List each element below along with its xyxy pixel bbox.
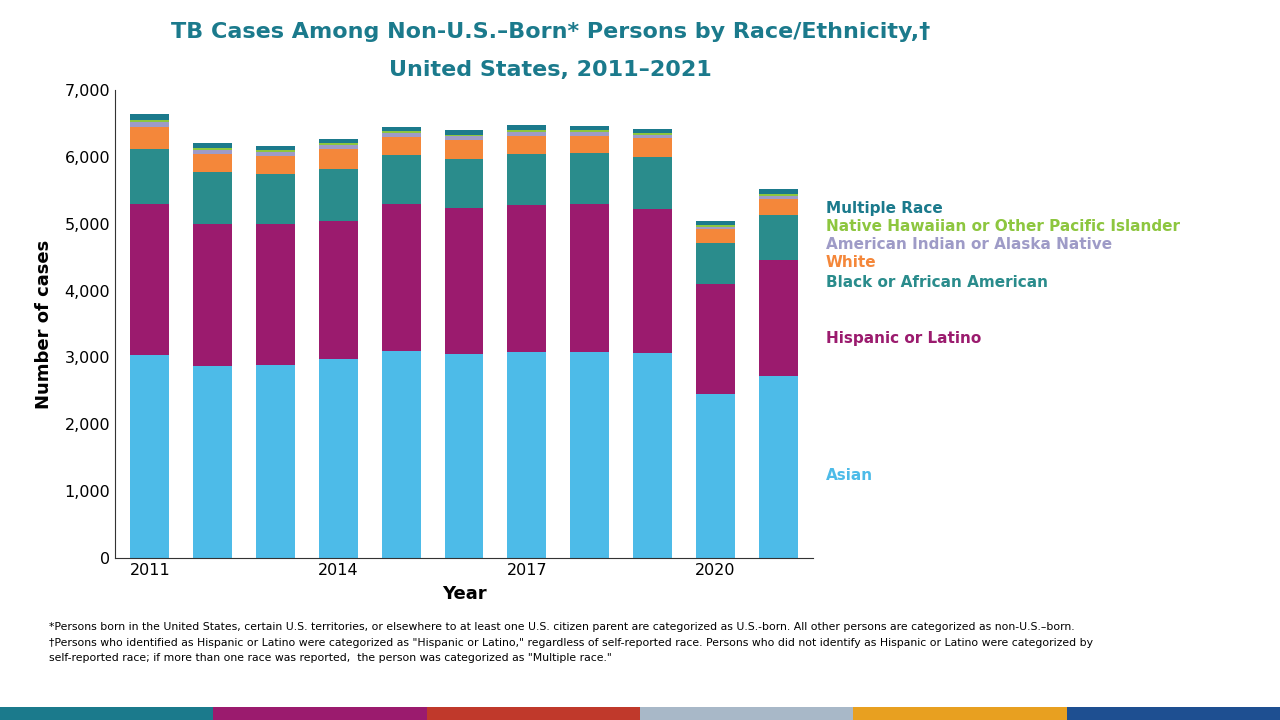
Text: White: White bbox=[826, 256, 877, 270]
Bar bbox=[634, 129, 672, 133]
Bar bbox=[193, 153, 232, 172]
Bar bbox=[634, 157, 672, 209]
Bar bbox=[131, 204, 169, 356]
Bar bbox=[319, 168, 358, 221]
Bar bbox=[696, 284, 735, 395]
Bar bbox=[193, 366, 232, 558]
Bar bbox=[256, 225, 294, 366]
Bar bbox=[444, 354, 484, 558]
Bar bbox=[759, 376, 797, 558]
Text: Asian: Asian bbox=[826, 468, 873, 482]
Bar bbox=[381, 132, 421, 133]
Bar bbox=[381, 137, 421, 155]
Bar bbox=[193, 172, 232, 225]
Bar bbox=[319, 139, 358, 143]
Bar bbox=[696, 225, 735, 227]
Bar bbox=[444, 137, 484, 140]
Bar bbox=[131, 114, 169, 120]
Bar bbox=[319, 143, 358, 145]
Bar bbox=[256, 156, 294, 174]
Bar bbox=[193, 148, 232, 150]
Bar bbox=[696, 230, 735, 243]
Bar bbox=[634, 209, 672, 354]
Bar bbox=[507, 154, 547, 205]
Bar bbox=[193, 143, 232, 148]
Text: Hispanic or Latino: Hispanic or Latino bbox=[826, 331, 980, 346]
Bar bbox=[131, 149, 169, 204]
Text: self-reported race; if more than one race was reported,  the person was categori: self-reported race; if more than one rac… bbox=[49, 653, 612, 663]
Bar bbox=[131, 122, 169, 127]
Bar bbox=[319, 359, 358, 558]
Bar bbox=[444, 130, 484, 135]
Bar bbox=[256, 150, 294, 152]
Bar bbox=[507, 136, 547, 154]
Y-axis label: Number of cases: Number of cases bbox=[36, 239, 54, 409]
Bar bbox=[193, 225, 232, 366]
Bar bbox=[507, 132, 547, 136]
Bar bbox=[319, 149, 358, 168]
Bar bbox=[256, 174, 294, 225]
Bar bbox=[507, 205, 547, 352]
Bar bbox=[444, 158, 484, 208]
Bar bbox=[634, 354, 672, 558]
Bar bbox=[131, 127, 169, 149]
Text: United States, 2011–2021: United States, 2011–2021 bbox=[389, 60, 712, 81]
Bar bbox=[696, 227, 735, 230]
Bar bbox=[381, 351, 421, 558]
Text: TB Cases Among Non-U.S.–Born* Persons by Race/Ethnicity,†: TB Cases Among Non-U.S.–Born* Persons by… bbox=[170, 22, 931, 42]
Bar bbox=[381, 155, 421, 204]
Bar bbox=[381, 204, 421, 351]
Bar bbox=[507, 125, 547, 130]
Bar bbox=[696, 243, 735, 284]
Bar bbox=[381, 127, 421, 132]
Bar bbox=[381, 133, 421, 137]
Bar bbox=[570, 130, 609, 132]
Bar bbox=[759, 261, 797, 376]
Bar bbox=[570, 153, 609, 204]
Bar bbox=[193, 150, 232, 153]
Bar bbox=[759, 189, 797, 194]
Bar bbox=[570, 132, 609, 135]
Bar bbox=[131, 356, 169, 558]
Text: American Indian or Alaska Native: American Indian or Alaska Native bbox=[826, 238, 1112, 252]
Bar bbox=[507, 130, 547, 132]
Bar bbox=[634, 138, 672, 157]
Bar bbox=[759, 196, 797, 199]
Bar bbox=[319, 221, 358, 359]
X-axis label: Year: Year bbox=[442, 585, 486, 603]
Bar bbox=[444, 208, 484, 354]
Text: Native Hawaiian or Other Pacific Islander: Native Hawaiian or Other Pacific Islande… bbox=[826, 220, 1180, 234]
Bar bbox=[444, 135, 484, 137]
Bar bbox=[634, 133, 672, 135]
Bar bbox=[444, 140, 484, 158]
Bar bbox=[759, 215, 797, 261]
Bar bbox=[319, 145, 358, 149]
Bar bbox=[570, 204, 609, 352]
Bar bbox=[696, 395, 735, 558]
Bar bbox=[131, 120, 169, 122]
Text: *Persons born in the United States, certain U.S. territories, or elsewhere to at: *Persons born in the United States, cert… bbox=[49, 622, 1074, 632]
Bar bbox=[570, 135, 609, 153]
Bar bbox=[696, 221, 735, 225]
Bar bbox=[759, 199, 797, 215]
Bar bbox=[634, 135, 672, 138]
Bar bbox=[570, 126, 609, 130]
Text: Multiple Race: Multiple Race bbox=[826, 202, 942, 216]
Bar bbox=[256, 146, 294, 150]
Bar bbox=[256, 366, 294, 558]
Bar bbox=[256, 152, 294, 156]
Text: †Persons who identified as Hispanic or Latino were categorized as "Hispanic or L: †Persons who identified as Hispanic or L… bbox=[49, 638, 1093, 648]
Bar bbox=[570, 352, 609, 558]
Bar bbox=[507, 352, 547, 558]
Text: Black or African American: Black or African American bbox=[826, 275, 1047, 289]
Bar bbox=[759, 194, 797, 196]
